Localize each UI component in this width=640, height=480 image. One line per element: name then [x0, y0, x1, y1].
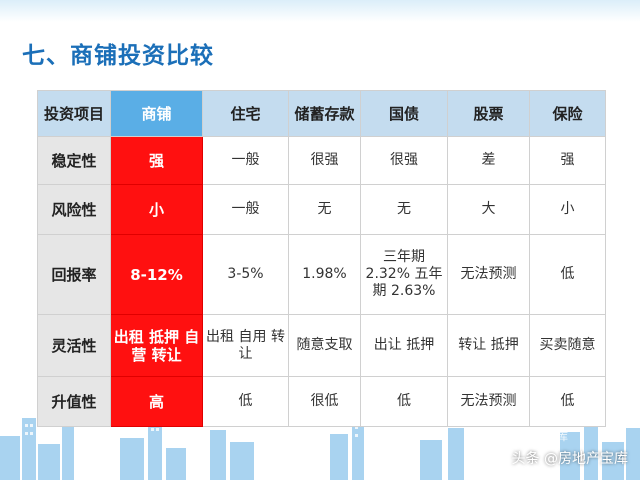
table-cell: 三年期 2.32% 五年期 2.63% — [360, 234, 448, 315]
row-label: 回报率 — [37, 234, 111, 315]
table-cell: 无 — [288, 184, 361, 235]
table-cell: 很低 — [288, 376, 361, 427]
table-cell: 1.98% — [288, 234, 361, 315]
table-cell: 随意支取 — [288, 314, 361, 377]
table-cell: 大 — [447, 184, 530, 235]
table-cell: 低 — [360, 376, 448, 427]
table-row: 灵活性 出租 抵押 自营 转让 出租 自用 转让 随意支取 出让 抵押 转让 抵… — [37, 314, 606, 377]
table-cell: 买卖随意 — [529, 314, 606, 377]
header-cell: 储蓄存款 — [288, 90, 361, 137]
table-cell: 无法预测 — [447, 234, 530, 315]
slide-title: 七、商铺投资比较 — [22, 43, 214, 69]
table-cell: 很强 — [360, 136, 448, 185]
table-header-row: 投资项目 商铺 住宅 储蓄存款 国债 股票 保险 — [37, 90, 606, 137]
table-row: 升值性 高 低 很低 低 无法预测 低 — [37, 376, 606, 427]
watermark-logo-text: 房地产宝库 — [513, 430, 568, 443]
table-cell: 差 — [447, 136, 530, 185]
header-cell: 住宅 — [202, 90, 289, 137]
table-cell: 低 — [529, 234, 606, 315]
table-row: 风险性 小 一般 无 无 大 小 — [37, 184, 606, 235]
header-cell: 国债 — [360, 90, 448, 137]
row-label: 风险性 — [37, 184, 111, 235]
shop-cell: 强 — [110, 136, 203, 185]
table-cell: 小 — [529, 184, 606, 235]
table-cell: 很强 — [288, 136, 361, 185]
table-cell: 一般 — [202, 184, 289, 235]
table-cell: 一般 — [202, 136, 289, 185]
skyline-decoration — [0, 418, 640, 480]
watermark-logo-icon: ✲ — [500, 429, 510, 443]
row-label: 升值性 — [37, 376, 111, 427]
watermark-logo: ✲ 房地产宝库 — [501, 428, 568, 444]
header-cell: 股票 — [447, 90, 530, 137]
header-cell-shop: 商铺 — [110, 90, 203, 137]
table-cell: 出让 抵押 — [360, 314, 448, 377]
watermark: 头条 @房地产宝库 — [511, 451, 628, 467]
table-cell: 低 — [529, 376, 606, 427]
table-row: 稳定性 强 一般 很强 很强 差 强 — [37, 136, 606, 185]
shop-cell: 高 — [110, 376, 203, 427]
table-cell: 转让 抵押 — [447, 314, 530, 377]
table-cell: 强 — [529, 136, 606, 185]
header-cell: 投资项目 — [37, 90, 111, 137]
table-cell: 无法预测 — [447, 376, 530, 427]
table-cell: 出租 自用 转让 — [202, 314, 289, 377]
comparison-table: 投资项目 商铺 住宅 储蓄存款 国债 股票 保险 稳定性 强 一般 很强 很强 … — [37, 90, 606, 427]
table-cell: 3-5% — [202, 234, 289, 315]
row-label: 稳定性 — [37, 136, 111, 185]
header-cell: 保险 — [529, 90, 606, 137]
table-cell: 无 — [360, 184, 448, 235]
top-band — [0, 0, 640, 22]
shop-cell: 小 — [110, 184, 203, 235]
shop-cell: 8-12% — [110, 234, 203, 315]
shop-cell: 出租 抵押 自营 转让 — [110, 314, 203, 377]
table-row: 回报率 8-12% 3-5% 1.98% 三年期 2.32% 五年期 2.63%… — [37, 234, 606, 315]
row-label: 灵活性 — [37, 314, 111, 377]
table-cell: 低 — [202, 376, 289, 427]
